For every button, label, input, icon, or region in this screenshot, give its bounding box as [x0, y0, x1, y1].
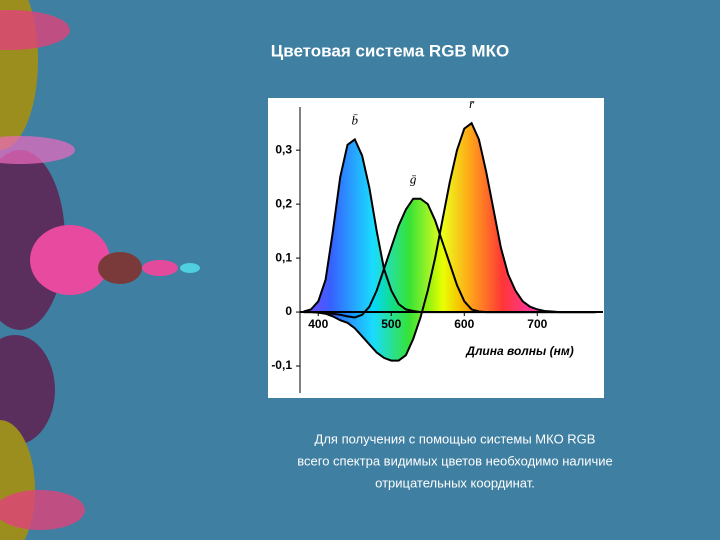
- x-tick-label: 600: [454, 317, 474, 331]
- plot: 0,3 0,2 0,1 0 -0,1 b̄ ḡ r̄ 400 500 600 700 Длина вол…: [271, 96, 603, 393]
- y-tick-label: 0: [285, 304, 292, 318]
- series-label: ḡ: [410, 172, 417, 187]
- x-axis-label: Длина волны (нм): [465, 344, 573, 358]
- series-label: b̄: [352, 112, 359, 127]
- caption-line: Для получения с помощью системы МКО RGB: [315, 431, 596, 446]
- caption-line: отрицательных координат.: [375, 475, 535, 490]
- area-fill: [303, 123, 596, 361]
- y-tick-label: 0,1: [275, 250, 292, 264]
- series-label: r̄: [469, 96, 475, 111]
- caption-line: всего спектра видимых цветов необходимо …: [297, 453, 613, 468]
- x-tick-label: 400: [308, 317, 328, 331]
- y-tick-label: 0,2: [275, 196, 292, 210]
- x-tick-label: 500: [381, 317, 401, 331]
- slide-title: Цветовая система RGB МКО: [271, 41, 509, 60]
- area-fill: [303, 139, 596, 313]
- x-tick-label: 700: [527, 317, 547, 331]
- y-tick-label: -0,1: [271, 358, 292, 372]
- y-tick-label: 0,3: [275, 142, 292, 156]
- decoration: [0, 0, 200, 545]
